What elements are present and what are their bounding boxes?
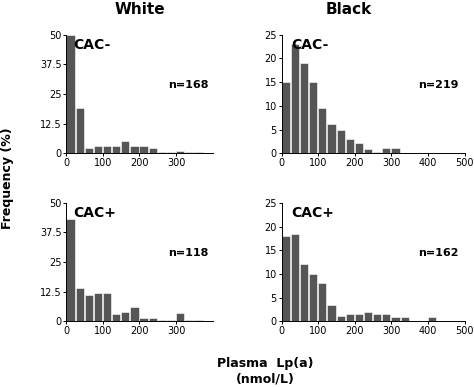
Bar	[167, 152, 175, 153]
Text: Plasma  Lp(a)
(nmol/L): Plasma Lp(a) (nmol/L)	[217, 357, 314, 385]
Text: CAC+: CAC+	[73, 206, 117, 221]
Text: n=118: n=118	[168, 248, 208, 258]
Bar	[94, 146, 102, 153]
Bar	[167, 320, 175, 321]
Bar	[185, 152, 193, 153]
Bar	[282, 236, 290, 321]
Bar	[149, 318, 157, 321]
Text: CAC+: CAC+	[291, 206, 334, 221]
Bar	[337, 317, 345, 321]
Bar	[121, 312, 129, 321]
Bar	[382, 149, 391, 153]
Text: White: White	[115, 2, 165, 17]
Bar	[309, 274, 318, 321]
Bar	[291, 234, 299, 321]
Bar	[112, 314, 120, 321]
Bar	[94, 293, 102, 321]
Text: Black: Black	[325, 2, 372, 17]
Bar	[373, 152, 382, 153]
Bar	[85, 149, 93, 153]
Bar	[382, 314, 391, 321]
Bar	[75, 108, 84, 153]
Bar	[112, 146, 120, 153]
Text: n=168: n=168	[168, 80, 208, 89]
Bar	[346, 314, 354, 321]
Bar	[75, 288, 84, 321]
Bar	[364, 149, 372, 153]
Bar	[130, 146, 138, 153]
Bar	[139, 318, 148, 321]
Bar	[373, 314, 382, 321]
Bar	[185, 320, 193, 321]
Bar	[318, 108, 327, 153]
Text: CAC-: CAC-	[73, 38, 111, 52]
Bar	[328, 305, 336, 321]
Bar	[66, 35, 74, 153]
Bar	[309, 82, 318, 153]
Bar	[328, 124, 336, 153]
Bar	[355, 143, 363, 153]
Bar	[291, 44, 299, 153]
Bar	[130, 307, 138, 321]
Bar	[158, 320, 166, 321]
Bar	[392, 317, 400, 321]
Bar	[149, 149, 157, 153]
Bar	[337, 130, 345, 153]
Text: n=162: n=162	[419, 248, 459, 258]
Bar	[194, 320, 202, 321]
Bar	[392, 149, 400, 153]
Bar	[300, 63, 308, 153]
Bar	[139, 146, 148, 153]
Bar	[346, 139, 354, 153]
Bar	[85, 295, 93, 321]
Bar	[364, 312, 372, 321]
Bar	[121, 141, 129, 153]
Text: Frequency (%): Frequency (%)	[0, 127, 14, 229]
Bar	[355, 314, 363, 321]
Bar	[103, 146, 111, 153]
Bar	[194, 152, 202, 153]
Bar	[318, 283, 327, 321]
Bar	[300, 264, 308, 321]
Bar	[158, 152, 166, 153]
Bar	[176, 313, 184, 321]
Text: n=219: n=219	[419, 80, 459, 89]
Bar	[66, 219, 74, 321]
Bar	[176, 151, 184, 153]
Bar	[428, 317, 436, 321]
Bar	[401, 317, 409, 321]
Bar	[103, 293, 111, 321]
Text: CAC-: CAC-	[291, 38, 328, 52]
Bar	[282, 82, 290, 153]
